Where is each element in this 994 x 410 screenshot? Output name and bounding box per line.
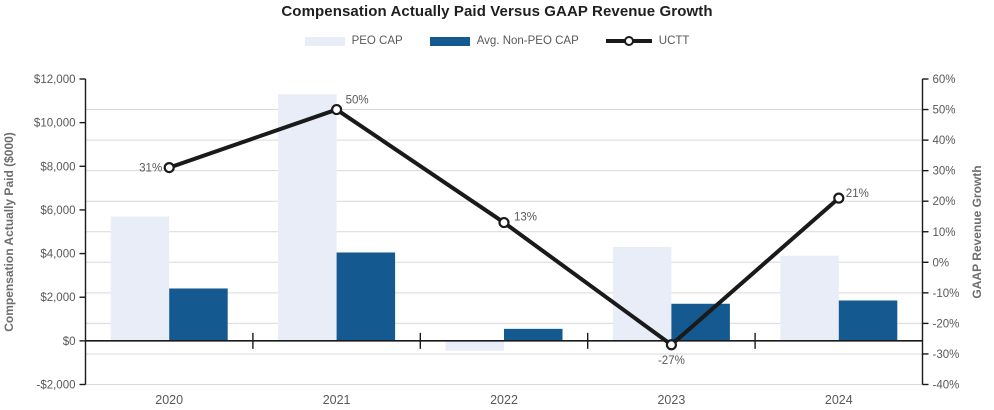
right-axis-tick-label: 20% bbox=[933, 196, 956, 208]
left-axis-tick-label: $0 bbox=[63, 336, 76, 348]
right-axis-tick-label: -10% bbox=[933, 288, 960, 300]
left-axis-tick-label: $4,000 bbox=[40, 249, 75, 261]
right-axis-tick-label: 0% bbox=[933, 257, 950, 269]
left-axis-tick-label: $12,000 bbox=[34, 74, 76, 86]
right-axis-tick-label: 50% bbox=[933, 105, 956, 117]
uctt-marker-2022 bbox=[498, 216, 510, 229]
non-peo-cap-swatch-icon bbox=[429, 36, 470, 46]
right-axis-tick-label: -20% bbox=[933, 318, 960, 330]
uctt-data-label-2020: 31% bbox=[139, 163, 162, 175]
legend-item-non-peo-cap: Avg. Non-PEO CAP bbox=[429, 35, 579, 47]
right-axis-tick-label: -40% bbox=[933, 380, 960, 392]
right-axis-tick-label: 60% bbox=[933, 74, 956, 86]
left-axis-tick-label: $8,000 bbox=[40, 161, 75, 173]
left-axis-tick-label: $6,000 bbox=[40, 205, 75, 217]
peo-cap-bar-2020 bbox=[110, 216, 170, 341]
legend-label-peo-cap: PEO CAP bbox=[351, 35, 403, 47]
uctt-line-swatch-icon bbox=[605, 36, 652, 46]
peo-cap-bar-2023 bbox=[612, 247, 672, 341]
uctt-marker-2021 bbox=[331, 103, 343, 116]
uctt-marker-2024 bbox=[833, 192, 845, 204]
x-axis-label: 2021 bbox=[323, 393, 351, 407]
uctt-data-label-2023: -27% bbox=[658, 355, 685, 367]
legend-item-peo-cap: PEO CAP bbox=[304, 35, 403, 47]
legend-label-uctt: UCTT bbox=[658, 35, 690, 47]
uctt-data-label-2024: 21% bbox=[846, 188, 869, 200]
peo-cap-swatch-icon bbox=[304, 36, 345, 46]
uctt-data-label-2022: 13% bbox=[514, 212, 537, 224]
left-axis-tick-label: $10,000 bbox=[34, 118, 76, 130]
uctt-marker-2023 bbox=[665, 339, 678, 351]
right-axis-tick-label: -30% bbox=[933, 349, 960, 361]
non-peo-cap-bar-2021 bbox=[336, 252, 396, 341]
peo-cap-bar-2024 bbox=[780, 255, 839, 341]
chart-legend: PEO CAP Avg. Non-PEO CAP UCTT bbox=[0, 35, 994, 47]
x-axis-label: 2023 bbox=[657, 393, 685, 407]
legend-item-uctt: UCTT bbox=[605, 35, 690, 47]
peo-cap-bar-2021 bbox=[278, 94, 337, 341]
left-axis-tick-label: -$2,000 bbox=[36, 380, 75, 392]
left-axis-tick-label: $2,000 bbox=[40, 292, 75, 304]
chart-title: Compensation Actually Paid Versus GAAP R… bbox=[281, 3, 713, 20]
uctt-data-label-2021: 50% bbox=[346, 95, 369, 107]
non-peo-cap-bar-2024 bbox=[838, 300, 898, 341]
peo-cap-bar-2022 bbox=[445, 340, 504, 351]
x-axis-label: 2022 bbox=[490, 393, 518, 407]
non-peo-cap-bar-2022 bbox=[504, 328, 563, 341]
right-axis-tick-label: 40% bbox=[933, 135, 956, 147]
right-axis-tick-label: 30% bbox=[933, 166, 956, 178]
x-axis-label: 2020 bbox=[155, 393, 183, 407]
non-peo-cap-bar-2020 bbox=[169, 288, 228, 341]
legend-label-non-peo-cap: Avg. Non-PEO CAP bbox=[476, 35, 579, 47]
x-axis-label: 2024 bbox=[825, 393, 853, 407]
right-axis-tick-label: 10% bbox=[933, 227, 956, 239]
uctt-marker-2020 bbox=[163, 161, 175, 174]
